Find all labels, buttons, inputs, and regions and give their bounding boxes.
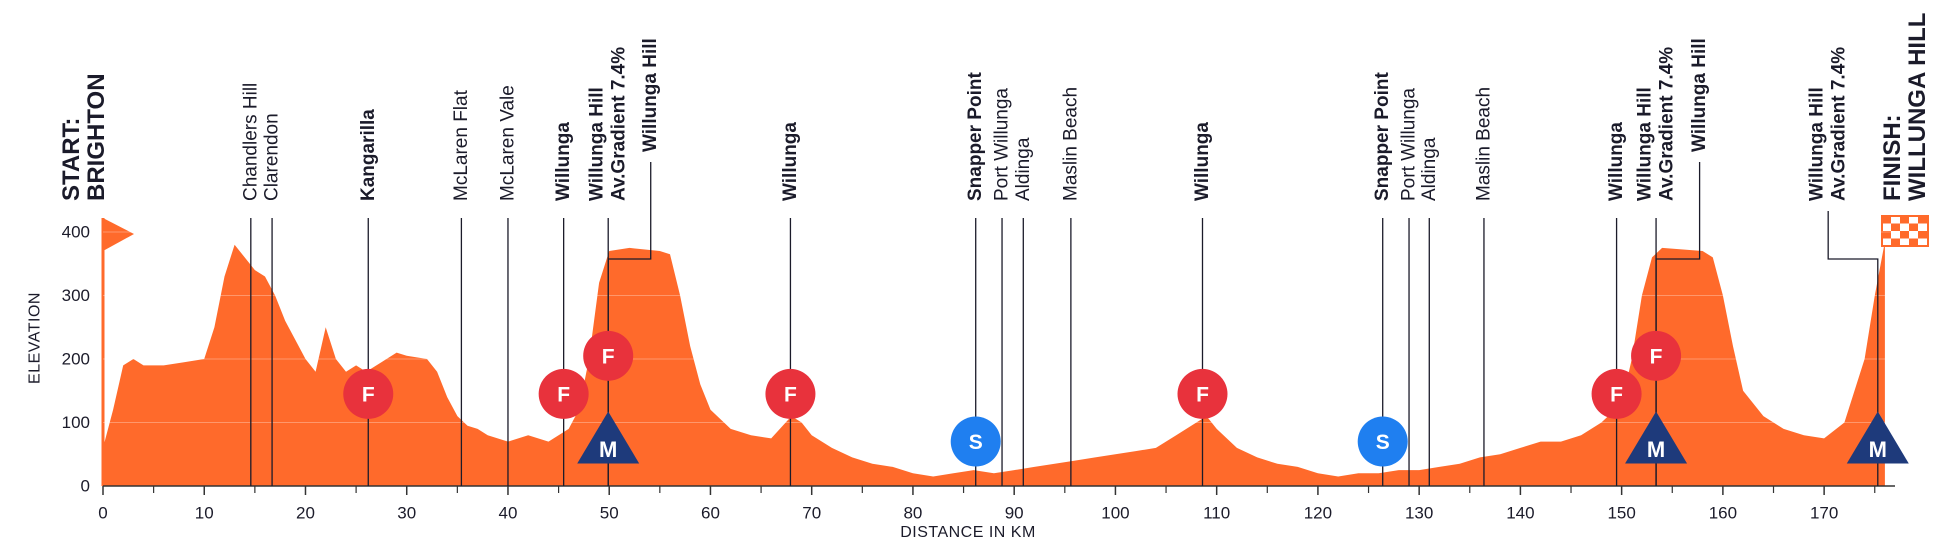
x-tick-label: 130 [1405, 504, 1433, 523]
marker-label: F [1196, 383, 1209, 406]
elevation-area [103, 241, 1885, 486]
sprint-marker [343, 368, 394, 419]
finish-flag [1881, 215, 1929, 247]
marker: F [1177, 368, 1228, 419]
sprint-marker [1591, 368, 1642, 419]
y-tick-label: 100 [62, 413, 90, 432]
marker: F [765, 368, 816, 419]
marker: F [583, 330, 634, 381]
landmark-label: Willunga [780, 122, 801, 201]
x-tick-label: 150 [1607, 504, 1635, 523]
marker-label: F [1610, 383, 1623, 406]
y-tick-label: 200 [62, 350, 90, 369]
landmark-label: Willunga Hill [1689, 38, 1710, 152]
marker-label: F [784, 383, 797, 406]
marker: S [950, 416, 1001, 467]
landmark-label: Clarendon [262, 113, 283, 201]
marker-label: F [362, 383, 375, 406]
sprint-marker [765, 368, 816, 419]
mountain-marker [577, 411, 640, 464]
landmark-label: McLaren Vale [497, 85, 518, 201]
landmark-label: WILLUNGA HILL [1904, 13, 1931, 201]
landmark-label: Willunga Hill [1807, 87, 1828, 201]
marker-label: M [1647, 437, 1665, 462]
landmark-label: Willunga Hill [640, 38, 661, 152]
landmark-label: BRIGHTON [83, 73, 110, 201]
marker: F [343, 368, 394, 419]
marker-label: S [1376, 431, 1390, 454]
x-tick-label: 40 [499, 504, 518, 523]
landmark-label: Maslin Beach [1060, 87, 1081, 201]
x-tick-label: 60 [701, 504, 720, 523]
landmark-label: McLaren Flat [451, 89, 472, 201]
landmark-label: Willunga [553, 122, 574, 201]
landmark-label: Maslin Beach [1473, 87, 1494, 201]
leader-line [1827, 211, 1879, 486]
y-tick-label: 0 [81, 477, 90, 496]
landmark-label: Port Willunga [992, 88, 1013, 201]
y-tick-label: 400 [62, 223, 90, 242]
y-axis-label: ELEVATION [27, 292, 44, 384]
landmark-label: FINISH: [1879, 114, 1906, 201]
x-tick-label: 50 [600, 504, 619, 523]
x-tick-label: 20 [296, 504, 315, 523]
sprint-marker [538, 368, 589, 419]
marker-label: F [557, 383, 570, 406]
landmark-label: Aldinga [1013, 137, 1034, 201]
x-tick-label: 80 [903, 504, 922, 523]
sprint-marker [583, 330, 634, 381]
mountain-marker [1846, 411, 1909, 464]
start-flag [103, 218, 134, 251]
marker-label: F [602, 345, 615, 368]
landmark-label: Av.Gradient 7.4% [609, 47, 630, 201]
x-tick-label: 100 [1101, 504, 1129, 523]
x-tick-label: 160 [1709, 504, 1737, 523]
marker: M [1846, 411, 1909, 464]
landmark-label: START: [58, 117, 85, 201]
x-tick-label: 90 [1005, 504, 1024, 523]
sprint-marker [1631, 330, 1682, 381]
x-tick-label: 140 [1506, 504, 1534, 523]
landmark-label: Snapper Point [1372, 72, 1393, 201]
landmark-label: Chandlers Hill [240, 83, 261, 201]
landmark-label: Aldinga [1419, 137, 1440, 201]
landmark-label: Willunga [1606, 122, 1627, 201]
mountain-marker [1625, 411, 1688, 464]
x-tick-label: 0 [98, 504, 107, 523]
flags [101, 215, 1929, 486]
sprint-marker [1357, 416, 1408, 467]
x-tick-label: 10 [195, 504, 214, 523]
x-tick-label: 170 [1810, 504, 1838, 523]
marker: S [1357, 416, 1408, 467]
landmark-label: Willunga Hill [1635, 87, 1656, 201]
marker: M [577, 411, 640, 464]
x-tick-label: 70 [802, 504, 821, 523]
landmark-label: Willunga Hill [587, 87, 608, 201]
x-tick-label: 110 [1203, 504, 1230, 523]
y-tick-label: 300 [62, 286, 90, 305]
x-axis-label: DISTANCE IN KM [900, 524, 1036, 541]
x-tick-label: 120 [1304, 504, 1332, 523]
landmark-label: Kangarilla [358, 109, 379, 201]
landmark-label: Port Willunga [1399, 88, 1420, 201]
marker: F [1631, 330, 1682, 381]
marker: F [1591, 368, 1642, 419]
marker: M [1625, 411, 1688, 464]
marker-label: S [969, 431, 983, 454]
marker-label: M [1869, 437, 1887, 462]
marker-label: M [599, 437, 617, 462]
x-tick-label: 30 [397, 504, 416, 523]
landmark-label: Willunga [1192, 122, 1213, 201]
marker: F [538, 368, 589, 419]
sprint-marker [1177, 368, 1228, 419]
landmark-label: Av.Gradient 7.4% [1829, 47, 1850, 201]
marker-label: F [1650, 345, 1663, 368]
sprint-marker [950, 416, 1001, 467]
landmark-label: Snapper Point [965, 72, 986, 201]
landmark-label: Av.Gradient 7.4% [1657, 47, 1678, 201]
